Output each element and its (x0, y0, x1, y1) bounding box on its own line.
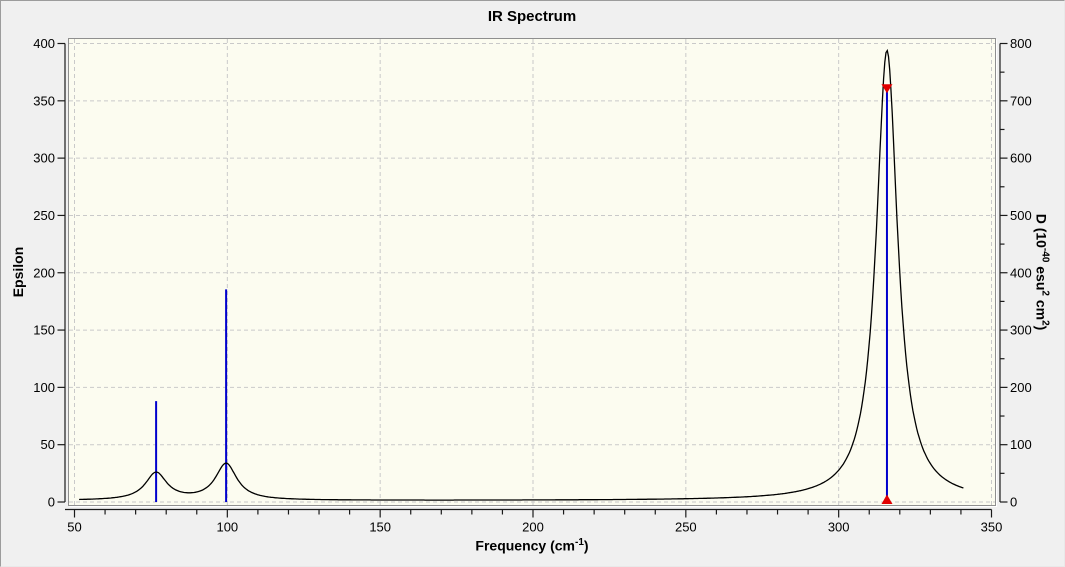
right-axis-tick-label: 200 (1010, 380, 1032, 395)
left-axis-tick-label: 0 (48, 495, 55, 510)
right-axis-tick-label: 300 (1010, 323, 1032, 338)
left-axis-tick-label: 250 (33, 208, 55, 223)
right-axis-title: D (10-40 esu2 cm2) (1033, 213, 1051, 331)
right-axis-tick-label: 800 (1010, 36, 1032, 51)
x-axis-tick-label: 50 (67, 520, 81, 535)
x-axis-tick-label: 300 (828, 520, 850, 535)
left-axis-tick-label: 400 (33, 36, 55, 51)
chart-title: IR Spectrum (487, 8, 577, 25)
left-axis-tick-label: 350 (33, 93, 55, 108)
x-axis-title: Frequency (cm-1) (475, 537, 589, 554)
right-axis-tick-label: 700 (1010, 93, 1032, 108)
selected-peak-marker-bottom[interactable] (881, 494, 893, 505)
right-axis-tick-label: 100 (1010, 437, 1032, 452)
left-axis-tick-label: 300 (33, 151, 55, 166)
right-axis-tick-label: 600 (1010, 151, 1032, 166)
selected-peak-marker-top[interactable] (881, 84, 893, 94)
x-axis-tick-label: 200 (522, 520, 544, 535)
right-axis-tick-label: 500 (1010, 208, 1032, 223)
gridlines (69, 39, 995, 505)
transition-sticks (155, 88, 888, 502)
axes: 0 50 100 150 200 250 300 350 400 0 100 200 300 400 500… (33, 36, 1031, 535)
x-axis-tick-label: 250 (675, 520, 697, 535)
left-axis-tick-label: 150 (33, 323, 55, 338)
plot-bevel-highlight (69, 39, 997, 507)
left-axis-title: Epsilon (10, 246, 26, 298)
x-axis-tick-label: 350 (981, 520, 1003, 535)
spectrum-curve (79, 48, 964, 501)
left-axis-tick-label: 200 (33, 265, 55, 280)
left-axis-tick-label: 100 (33, 380, 55, 395)
left-axis-tick-label: 50 (41, 437, 55, 452)
right-axis-tick-label: 400 (1010, 265, 1032, 280)
x-axis-tick-label: 100 (216, 520, 238, 535)
right-axis-tick-label: 0 (1010, 495, 1017, 510)
x-axis-tick-label: 150 (369, 520, 391, 535)
plot-background[interactable] (68, 38, 996, 506)
